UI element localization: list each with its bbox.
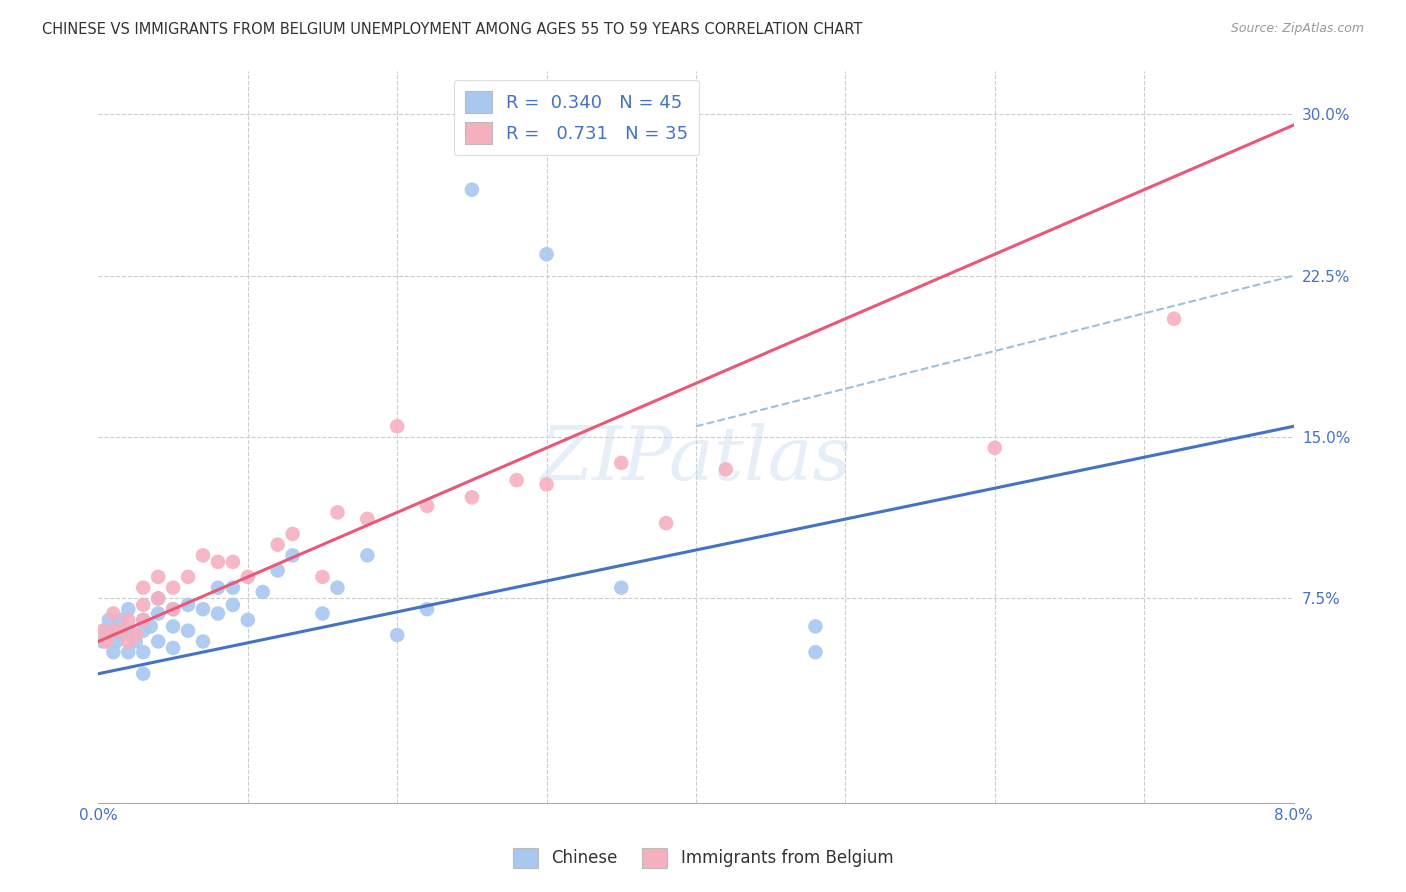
Point [326,581,349,595]
Point [117,645,139,659]
Point [222,581,245,595]
Point [148,591,170,606]
Point [117,602,139,616]
Point [132,624,155,638]
Point [132,613,155,627]
Point [148,591,170,606]
Point [125,634,148,648]
Point [117,624,139,638]
Point [236,570,259,584]
Point [162,619,184,633]
Point [536,247,558,261]
Point [207,607,229,621]
Point [356,512,378,526]
Point [191,549,214,563]
Point [207,581,229,595]
Point [655,516,678,530]
Point [110,613,132,627]
Point [103,607,125,621]
Legend: R =  0.340   N = 45, R =   0.731   N = 35: R = 0.340 N = 45, R = 0.731 N = 35 [454,80,699,155]
Point [804,645,827,659]
Text: ZIPatlas: ZIPatlas [540,423,852,495]
Point [804,619,827,633]
Point [162,602,184,616]
Point [385,628,409,642]
Point [267,564,290,578]
Point [356,549,378,563]
Point [714,462,737,476]
Point [416,499,439,513]
Point [461,183,484,197]
Point [132,613,155,627]
Point [326,505,349,519]
Point [110,624,132,638]
Point [610,581,633,595]
Text: CHINESE VS IMMIGRANTS FROM BELGIUM UNEMPLOYMENT AMONG AGES 55 TO 59 YEARS CORREL: CHINESE VS IMMIGRANTS FROM BELGIUM UNEMP… [42,22,862,37]
Point [177,624,200,638]
Point [222,598,245,612]
Point [94,634,117,648]
Point [139,619,162,633]
Text: Source: ZipAtlas.com: Source: ZipAtlas.com [1230,22,1364,36]
Point [177,570,200,584]
Point [281,549,304,563]
Point [132,666,155,681]
Point [148,607,170,621]
Point [91,634,114,648]
Point [110,628,132,642]
Point [252,585,274,599]
Legend: Chinese, Immigrants from Belgium: Chinese, Immigrants from Belgium [506,841,900,875]
Point [984,441,1007,455]
Point [311,570,333,584]
Point [162,640,184,655]
Point [207,555,229,569]
Point [94,624,117,638]
Point [91,624,114,638]
Point [191,602,214,616]
Point [267,538,290,552]
Point [506,473,529,487]
Point [132,598,155,612]
Point [461,491,484,505]
Point [162,581,184,595]
Point [148,634,170,648]
Point [105,634,128,648]
Point [177,598,200,612]
Point [281,527,304,541]
Point [117,634,139,648]
Point [103,624,125,638]
Point [385,419,409,434]
Point [132,645,155,659]
Point [610,456,633,470]
Point [416,602,439,616]
Point [222,555,245,569]
Point [117,613,139,627]
Point [148,570,170,584]
Point [1163,311,1185,326]
Point [311,607,333,621]
Point [103,645,125,659]
Point [236,613,259,627]
Point [125,628,148,642]
Point [97,613,120,627]
Point [103,624,125,638]
Point [132,581,155,595]
Point [162,602,184,616]
Point [191,634,214,648]
Point [536,477,558,491]
